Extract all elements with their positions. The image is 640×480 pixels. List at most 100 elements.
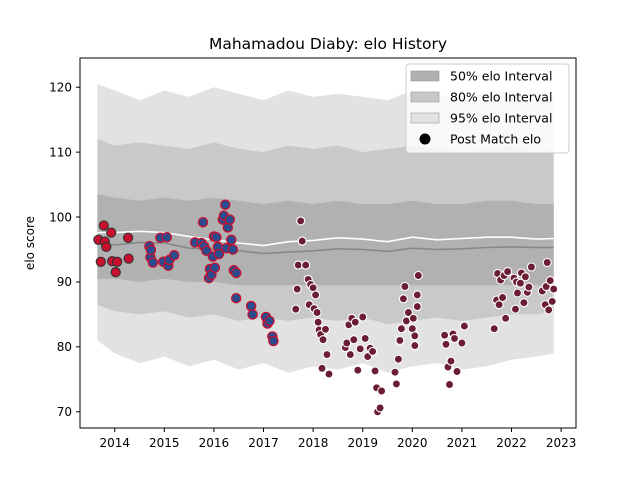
post-match-elo-point xyxy=(197,216,209,228)
y-axis: 70 80 90 100 110 120 xyxy=(49,81,80,419)
post-match-elo-point xyxy=(501,313,511,323)
post-match-elo-point xyxy=(301,260,311,270)
post-match-elo-point xyxy=(408,313,418,323)
post-match-elo-point xyxy=(459,321,469,331)
y-tick-label: 70 xyxy=(57,405,72,419)
post-match-elo-point xyxy=(220,199,231,210)
post-match-elo-point xyxy=(247,309,258,320)
x-tick-label: 2017 xyxy=(248,436,279,450)
post-match-elo-point xyxy=(498,292,508,303)
post-match-elo-point xyxy=(544,305,554,315)
legend-label: 50% elo Interval xyxy=(450,69,552,84)
post-match-elo-point xyxy=(145,244,157,256)
axes-frame xyxy=(79,57,577,429)
post-match-elo-point xyxy=(317,363,327,373)
legend-marker xyxy=(419,133,431,145)
post-match-elo-point xyxy=(370,366,380,376)
post-match-elo-point xyxy=(503,267,513,277)
post-match-elo-point xyxy=(390,367,400,377)
post-match-elo-point xyxy=(345,350,355,360)
post-match-elo-point xyxy=(227,244,239,255)
post-match-elo-point xyxy=(400,281,410,292)
post-match-elo-point xyxy=(168,250,180,261)
post-match-elo-point xyxy=(398,294,408,304)
median-elo-line xyxy=(97,241,554,255)
post-match-elo-point xyxy=(322,350,332,360)
post-match-elo-point xyxy=(520,272,530,282)
post-match-elo-point xyxy=(410,331,420,341)
post-match-elo-point xyxy=(161,231,173,243)
post-match-elo-point xyxy=(226,234,237,246)
post-match-elo-point xyxy=(512,288,523,298)
post-match-elo-point xyxy=(98,220,109,231)
post-match-elo-point xyxy=(441,339,451,349)
post-match-elo-point xyxy=(297,236,307,246)
y-tick-label: 110 xyxy=(49,145,72,159)
post-match-elo-point xyxy=(291,304,301,314)
x-tick-label: 2019 xyxy=(347,436,378,450)
post-match-elo-point xyxy=(292,284,302,294)
post-match-elo-point xyxy=(545,276,555,286)
post-match-elo-point xyxy=(312,307,322,318)
post-match-elo-point xyxy=(412,290,422,300)
legend-box xyxy=(405,63,570,154)
post-match-elo-point xyxy=(403,307,413,318)
x-tick-label: 2020 xyxy=(397,436,428,450)
post-match-elo-point xyxy=(224,214,236,225)
x-axis: 2014 2015 2016 2017 2018 2019 2020 2021 2022 2023 xyxy=(99,428,576,450)
post-match-elo-point xyxy=(368,346,378,356)
post-match-elo-point xyxy=(318,335,328,345)
post-match-elo-point xyxy=(264,315,275,327)
post-match-elo-point xyxy=(360,333,370,343)
legend-label: Post Match elo xyxy=(450,132,541,147)
y-tick-label: 80 xyxy=(57,340,72,354)
y-tick-label: 100 xyxy=(49,210,72,224)
post-match-elo-point xyxy=(355,344,365,354)
post-match-elo-point xyxy=(440,330,450,340)
x-tick-label: 2014 xyxy=(99,436,130,450)
post-match-elo-point xyxy=(396,324,406,334)
x-tick-label: 2016 xyxy=(199,436,230,450)
legend-swatch xyxy=(410,70,440,82)
post-match-elo-point xyxy=(95,256,106,267)
post-match-elo-point xyxy=(230,267,242,279)
post-match-elo-point xyxy=(519,298,529,308)
post-match-elo-point xyxy=(122,232,134,243)
post-match-elo-point xyxy=(494,300,504,310)
post-match-elo-point xyxy=(358,312,368,322)
post-match-elo-point xyxy=(110,267,121,278)
post-match-elo-point xyxy=(320,324,331,334)
post-match-elo-point xyxy=(311,290,321,300)
post-match-elo-point xyxy=(353,365,363,375)
post-match-elo-point xyxy=(296,216,306,226)
post-match-elo-point xyxy=(547,296,557,306)
post-match-elo-point xyxy=(524,282,534,292)
post-match-elo-point xyxy=(324,369,334,379)
legend-swatch xyxy=(410,91,440,103)
x-tick-label: 2018 xyxy=(298,436,329,450)
post-match-elo-point xyxy=(393,354,403,364)
post-match-elo-point xyxy=(375,403,385,413)
legend-label: 95% elo Interval xyxy=(450,111,552,126)
post-match-elo-point xyxy=(457,338,467,348)
post-match-elo-point xyxy=(209,262,221,273)
post-match-elo-point xyxy=(112,256,123,267)
post-match-elo-point xyxy=(395,335,405,345)
post-match-elo-point xyxy=(293,260,303,270)
post-match-elo-point xyxy=(526,262,536,272)
y-axis-label: elo score xyxy=(23,216,37,270)
x-tick-label: 2015 xyxy=(149,436,180,450)
post-match-elo-point xyxy=(230,292,242,304)
post-match-elo-point xyxy=(413,270,423,281)
plot-area xyxy=(93,84,559,417)
post-match-elo-point xyxy=(123,253,134,264)
post-match-elo-point xyxy=(101,241,112,253)
post-match-elo-point xyxy=(515,278,525,288)
post-match-elo-point xyxy=(542,257,552,268)
post-match-elo-point xyxy=(201,245,212,257)
y-tick-label: 120 xyxy=(49,81,72,95)
x-tick-label: 2023 xyxy=(546,436,577,450)
post-match-elo-point xyxy=(106,227,117,238)
x-tick-label: 2022 xyxy=(496,436,527,450)
